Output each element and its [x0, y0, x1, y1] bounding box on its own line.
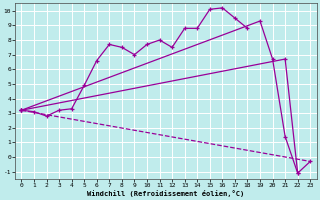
X-axis label: Windchill (Refroidissement éolien,°C): Windchill (Refroidissement éolien,°C)	[87, 190, 244, 197]
